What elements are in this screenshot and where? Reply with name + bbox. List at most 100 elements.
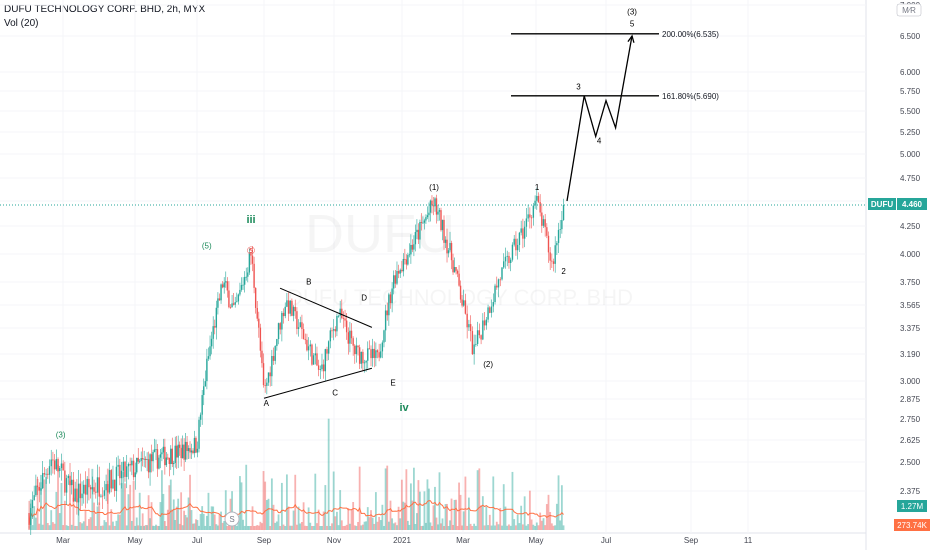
- volume-bar: [490, 525, 493, 530]
- candle-body: [55, 459, 58, 470]
- volume-bar: [50, 510, 53, 530]
- candle-body: [527, 214, 529, 219]
- candle-body: [456, 270, 459, 274]
- volume-bar: [190, 510, 193, 530]
- volume-bar: [365, 521, 368, 530]
- volume-bar: [363, 521, 366, 530]
- price-tick-label: 5.250: [900, 128, 921, 137]
- price-tick-label: 3.190: [900, 350, 921, 359]
- candle-body: [221, 284, 224, 288]
- volume-bar: [455, 499, 457, 530]
- replay-button[interactable]: S: [224, 511, 240, 527]
- volume-bar: [429, 522, 432, 530]
- volume-bar: [485, 506, 488, 530]
- candle-body: [271, 356, 273, 377]
- volume-bar: [166, 509, 169, 530]
- candle-body: [209, 346, 211, 357]
- volume-bar: [368, 517, 371, 530]
- price-tick-label: 5.500: [900, 107, 921, 116]
- candle-body: [389, 294, 392, 304]
- volume-bar: [163, 521, 166, 530]
- volume-bar: [360, 525, 363, 530]
- volume-bar: [506, 525, 509, 530]
- volume-bar: [478, 468, 481, 530]
- volume-bar: [518, 523, 521, 530]
- volume-bar: [444, 504, 447, 530]
- candle-body: [559, 229, 561, 230]
- candle-body: [259, 327, 262, 351]
- scale-toggle[interactable]: M∕R: [896, 3, 922, 17]
- volume-bar: [453, 499, 456, 530]
- wave-label: 3: [576, 82, 581, 91]
- volume-ma-badge-label: 273.74K: [897, 521, 927, 530]
- volume-bar: [474, 525, 477, 530]
- volume-bar: [220, 511, 222, 530]
- volume-bar: [316, 523, 318, 530]
- price-tick-label: 3.000: [900, 377, 921, 386]
- candle-body: [422, 222, 424, 224]
- volume-bar: [147, 495, 150, 530]
- candle-body: [301, 322, 303, 330]
- candle-body: [53, 460, 56, 470]
- wave-label: B: [306, 277, 311, 286]
- volume-bar: [248, 525, 251, 530]
- candle-body: [515, 238, 517, 251]
- candle-body: [64, 470, 66, 493]
- volume-bar: [449, 520, 451, 530]
- volume-bar: [509, 525, 512, 530]
- candle-body: [115, 466, 118, 491]
- candle-body: [547, 235, 550, 253]
- candle-body: [381, 342, 384, 352]
- candle-body: [441, 219, 444, 231]
- volume-bar: [317, 509, 320, 530]
- candle-body: [196, 448, 199, 453]
- wave-label: (2): [483, 360, 493, 369]
- volume-bar: [446, 503, 448, 530]
- candle-body: [210, 338, 213, 347]
- volume-bar: [267, 498, 270, 530]
- candle-body: [43, 473, 46, 475]
- volume-bar: [497, 524, 500, 530]
- volume-bar: [58, 513, 61, 530]
- volume-bar: [91, 468, 94, 530]
- wave-label: C: [332, 388, 338, 397]
- volume-bar: [285, 474, 288, 530]
- watermark-ticker: DUFU: [305, 204, 455, 264]
- candle-body: [314, 353, 316, 356]
- volume-bar: [112, 521, 114, 530]
- candle-body: [146, 459, 148, 461]
- volume-bar: [342, 525, 345, 530]
- volume-bar: [101, 525, 104, 530]
- wave-label: (3): [56, 430, 66, 439]
- candle-body: [152, 451, 154, 462]
- volume-bar: [156, 525, 159, 530]
- time-tick-label: Sep: [257, 536, 272, 545]
- candles: [28, 187, 565, 535]
- volume-bar: [301, 521, 303, 530]
- volume-bar: [350, 509, 353, 530]
- candle-body: [76, 488, 78, 503]
- volume-bar: [426, 479, 429, 530]
- volume-bar: [89, 517, 92, 530]
- candle-body: [266, 382, 268, 386]
- volume-bar: [559, 520, 562, 530]
- candle-body: [86, 478, 88, 495]
- candle-body: [41, 473, 44, 489]
- candle-body: [181, 444, 184, 459]
- candle-body: [126, 466, 128, 477]
- candle-body: [375, 350, 377, 358]
- volume-bar: [357, 521, 359, 530]
- price-tick-label: 2.375: [900, 487, 921, 496]
- candle-body: [242, 284, 244, 286]
- candle-body: [440, 210, 442, 231]
- candle-body: [557, 229, 560, 243]
- candle-body: [122, 461, 124, 471]
- price-axis: 7.0006.5006.0005.7505.5005.2505.0004.750…: [900, 1, 921, 496]
- candle-body: [434, 198, 436, 207]
- candle-body: [431, 200, 433, 206]
- time-tick-label: Sep: [684, 536, 699, 545]
- volume-bar: [554, 525, 557, 530]
- candle-body: [261, 350, 263, 364]
- volume-bar: [306, 525, 308, 530]
